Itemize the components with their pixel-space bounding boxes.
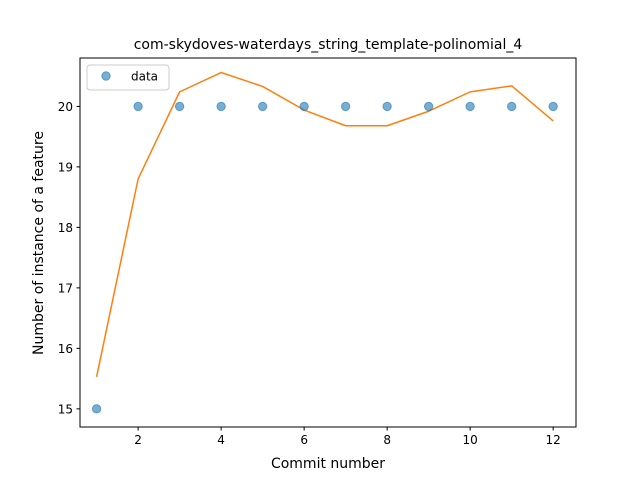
x-axis-label: Commit number <box>271 456 385 472</box>
data-point <box>506 101 517 112</box>
legend-label-data: data <box>131 70 158 84</box>
data-point <box>216 101 226 112</box>
x-tick-label: 10 <box>463 433 478 447</box>
data-point <box>423 101 434 112</box>
data-point <box>548 101 558 112</box>
x-tick-label: 8 <box>383 433 391 447</box>
y-axis: 15 16 17 18 19 20 <box>58 100 80 416</box>
x-axis: 2 4 6 8 10 12 <box>134 427 561 447</box>
data-point <box>257 101 268 112</box>
y-axis-label: Number of instance of a feature <box>31 131 47 355</box>
y-tick-label: 16 <box>58 342 73 356</box>
y-tick-label: 20 <box>58 100 73 114</box>
plot-frame <box>79 57 577 428</box>
data-point <box>133 101 143 112</box>
y-tick-label: 17 <box>58 281 73 295</box>
legend: data <box>86 64 170 91</box>
data-point <box>382 101 392 112</box>
y-tick-label: 15 <box>58 402 73 416</box>
y-tick-label: 19 <box>58 160 73 174</box>
data-point <box>299 101 309 112</box>
fit-line <box>95 71 554 377</box>
x-tick-label: 4 <box>217 433 225 447</box>
chart-title: com-skydoves-waterdays_string_template-p… <box>134 37 523 53</box>
data-point <box>174 101 185 112</box>
x-tick-label: 2 <box>134 433 142 447</box>
x-tick-label: 6 <box>300 433 308 447</box>
y-tick-label: 18 <box>58 221 73 235</box>
x-tick-label: 12 <box>546 433 561 447</box>
legend-box <box>86 64 170 91</box>
legend-marker <box>101 71 111 81</box>
series-layer <box>91 71 558 414</box>
data-point <box>340 101 351 112</box>
plot-area: 15 16 17 18 19 20 2 4 6 8 10 12 <box>58 57 577 447</box>
data-point <box>465 101 475 112</box>
data-point <box>91 404 102 414</box>
